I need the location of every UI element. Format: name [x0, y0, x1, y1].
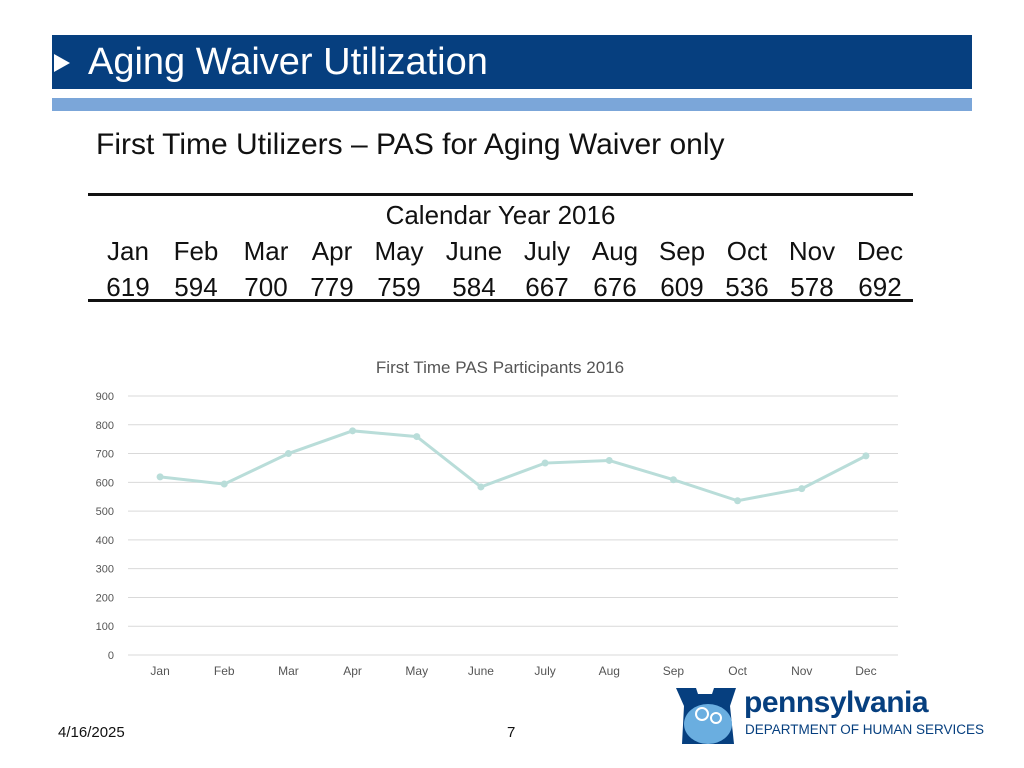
- page-number: 7: [507, 724, 516, 741]
- table-value: 700: [244, 272, 288, 302]
- table-bottom-rule: [88, 299, 913, 302]
- y-tick-label: 600: [96, 477, 114, 489]
- table-month: Jan: [107, 236, 149, 266]
- slide-title: Aging Waiver Utilization: [88, 41, 488, 83]
- data-point: [605, 456, 613, 464]
- table-month: Oct: [726, 236, 768, 266]
- table-month: May: [374, 236, 424, 266]
- x-tick-label: Feb: [214, 664, 235, 678]
- x-tick-label: Nov: [791, 664, 812, 678]
- table-value: 676: [593, 272, 637, 302]
- data-point: [413, 433, 421, 441]
- arrow-icon: [54, 54, 70, 72]
- table-month: Mar: [243, 236, 289, 266]
- x-tick-label: Apr: [343, 664, 362, 678]
- table-month: Nov: [788, 236, 836, 266]
- logo-name: pennsylvania: [744, 686, 929, 719]
- data-point: [541, 459, 549, 467]
- data-point: [734, 497, 742, 505]
- table-value: 759: [377, 272, 421, 302]
- data-point: [477, 483, 485, 491]
- table-value: 619: [106, 272, 150, 302]
- data-point: [669, 476, 677, 484]
- title-bar: Aging Waiver Utilization: [52, 35, 972, 89]
- data-point: [798, 485, 806, 493]
- y-tick-label: 800: [96, 420, 114, 432]
- data-point: [349, 427, 357, 435]
- table-value: 609: [660, 272, 704, 302]
- data-point: [220, 480, 228, 488]
- table-month: Dec: [856, 236, 904, 266]
- table-month: July: [523, 236, 571, 266]
- y-tick-label: 500: [96, 506, 114, 518]
- table-month: Apr: [311, 236, 353, 266]
- logo-dept: DEPARTMENT OF HUMAN SERVICES: [745, 722, 985, 737]
- table-month: Aug: [591, 236, 639, 266]
- chart-title: First Time PAS Participants 2016: [376, 358, 624, 377]
- x-tick-label: Oct: [728, 664, 747, 678]
- accent-band: [52, 98, 972, 111]
- slide-subtitle: First Time Utilizers – PAS for Aging Wai…: [96, 128, 725, 161]
- table-month: June: [445, 236, 503, 266]
- y-tick-label: 700: [96, 449, 114, 461]
- y-tick-label: 300: [96, 564, 114, 576]
- x-tick-label: Jan: [150, 664, 169, 678]
- x-tick-label: Sep: [663, 664, 685, 678]
- x-tick-label: Aug: [599, 664, 620, 678]
- x-tick-label: June: [468, 664, 494, 678]
- table-top-rule: [88, 193, 913, 196]
- y-tick-label: 0: [108, 650, 114, 662]
- y-tick-label: 100: [96, 621, 114, 633]
- table-month: Feb: [173, 236, 219, 266]
- table-value: 584: [452, 272, 496, 302]
- data-point: [862, 452, 870, 460]
- keystone-family-icon: [676, 688, 736, 744]
- table-value: 667: [525, 272, 569, 302]
- y-tick-label: 400: [96, 535, 114, 547]
- table-value: 578: [790, 272, 834, 302]
- pa-dhs-logo: pennsylvania DEPARTMENT OF HUMAN SERVICE…: [672, 684, 984, 751]
- x-tick-label: July: [534, 664, 555, 678]
- x-tick-label: Dec: [855, 664, 876, 678]
- x-tick-label: Mar: [278, 664, 299, 678]
- data-point: [156, 473, 164, 481]
- table-month: Sep: [658, 236, 706, 266]
- table-value: 536: [725, 272, 769, 302]
- footer-date: 4/16/2025: [58, 724, 125, 741]
- y-tick-label: 200: [96, 592, 114, 604]
- table-value: 779: [310, 272, 354, 302]
- table-value: 594: [174, 272, 218, 302]
- y-tick-label: 900: [96, 391, 114, 403]
- series-line: [159, 429, 867, 503]
- data-point: [284, 450, 292, 458]
- x-tick-label: May: [405, 664, 428, 678]
- table-caption: Calendar Year 2016: [385, 200, 616, 230]
- table-value: 692: [858, 272, 902, 302]
